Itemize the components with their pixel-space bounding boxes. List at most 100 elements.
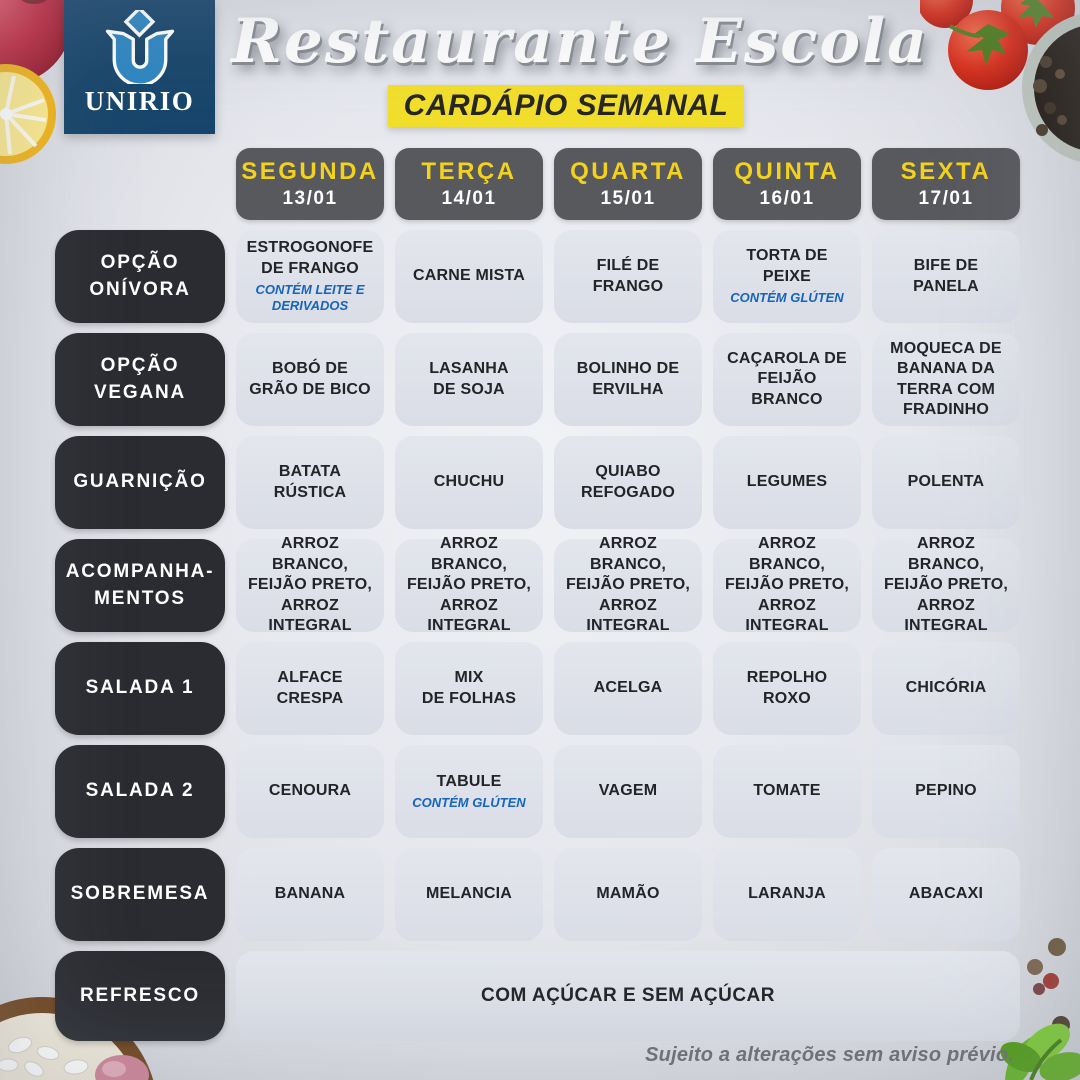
menu-cell: QUIABO REFOGADO [554,436,702,529]
menu-cell: BIFE DE PANELA [872,230,1020,323]
menu-cell: CARNE MISTA [395,230,543,323]
row-label-refresco: REFRESCO [55,951,225,1041]
menu-cell: CHICÓRIA [872,642,1020,735]
dish-name: ABACAXI [908,885,984,903]
dish-name: PEPINO [915,782,977,800]
row-label-salada-2: SALADA 2 [55,745,225,838]
dish-name: MELANCIA [425,885,513,903]
dish-name: MAMÃO [596,885,660,903]
menu-cell: ESTROGONOFE DE FRANGO CONTÉM LEITE E DER… [236,230,384,323]
dish-name: LASANHA DE SOJA [429,360,509,398]
dish-name: CHICÓRIA [905,679,987,697]
dish-name: VAGEM [598,782,658,800]
menu-cell: VAGEM [554,745,702,838]
menu-cell: LASANHA DE SOJA [395,333,543,426]
day-header-segunda: SEGUNDA 13/01 [236,148,384,220]
day-date: 17/01 [918,188,974,209]
subtitle-badge: CARDÁPIO SEMANAL [388,85,744,127]
day-date: 13/01 [282,188,338,209]
menu-cell: LEGUMES [713,436,861,529]
dish-name: ARROZ BRANCO, FEIJÃO PRETO, ARROZ INTEGR… [883,535,1009,635]
menu-cell: MAMÃO [554,848,702,941]
bottom-right-decoration [1000,938,1080,1080]
menu-cell: ACELGA [554,642,702,735]
menu-cell: BANANA [236,848,384,941]
menu-cell: ABACAXI [872,848,1020,941]
top-left-decoration [0,0,72,164]
page-title: Restaurante Escola [231,6,929,77]
menu-cell: MOQUECA DE BANANA DA TERRA COM FRADINHO [872,333,1020,426]
dish-name: MOQUECA DE BANANA DA TERRA COM FRADINHO [890,339,1002,418]
menu-cell-refresco: COM AÇÚCAR E SEM AÇÚCAR [236,951,1020,1041]
allergen-note: CONTÉM GLÚTEN [412,795,526,811]
day-name: SEXTA [900,158,992,185]
peppercorn-bowl-photo [1022,14,1080,162]
menu-cell: REPOLHO ROXO [713,642,861,735]
menu-cell: TABULE CONTÉM GLÚTEN [395,745,543,838]
dish-name: ARROZ BRANCO, FEIJÃO PRETO, ARROZ INTEGR… [406,535,532,635]
dish-name: BANANA [274,885,346,903]
dish-name: LEGUMES [746,473,828,491]
dish-name: ESTROGONOFE DE FRANGO [246,239,374,277]
menu-cell: POLENTA [872,436,1020,529]
day-name: SEGUNDA [241,158,379,185]
basil-leaves-photo [1000,1023,1080,1080]
day-header-sexta: SEXTA 17/01 [872,148,1020,220]
dish-name: BOBÓ DE GRÃO DE BICO [249,360,371,398]
dish-name: BATATA RÚSTICA [273,463,347,501]
top-right-decoration [920,0,1080,162]
dish-name: CHUCHU [433,473,505,491]
menu-cell: LARANJA [713,848,861,941]
allergen-note: CONTÉM GLÚTEN [730,290,844,306]
lemon-slice-photo [0,64,56,164]
menu-cell: ARROZ BRANCO, FEIJÃO PRETO, ARROZ INTEGR… [713,535,861,634]
day-date: 14/01 [441,188,497,209]
row-label-sobremesa: SOBREMESA [55,848,225,941]
row-label-guarnicao: GUARNIÇÃO [55,436,225,529]
day-header-terca: TERÇA 14/01 [395,148,543,220]
dish-name: TABULE [436,772,502,790]
menu-cell: CAÇAROLA DE FEIJÃO BRANCO [713,333,861,426]
menu-cell: ALFACE CRESPA [236,642,384,735]
dish-name: LARANJA [748,885,826,903]
menu-cell: ARROZ BRANCO, FEIJÃO PRETO, ARROZ INTEGR… [554,535,702,634]
day-date: 16/01 [759,188,815,209]
unirio-symbol-icon [105,10,174,84]
dish-name: CAÇAROLA DE FEIJÃO BRANCO [727,349,847,408]
radish-photo [95,1055,149,1080]
dish-name: COM AÇÚCAR E SEM AÇÚCAR [480,984,776,1006]
menu-cell: TOMATE [713,745,861,838]
dish-name: MIX DE FOLHAS [421,669,517,707]
dish-name: BIFE DE PANELA [913,257,979,295]
day-name: QUARTA [570,158,686,185]
menu-cell: ARROZ BRANCO, FEIJÃO PRETO, ARROZ INTEGR… [395,535,543,634]
menu-cell: ARROZ BRANCO, FEIJÃO PRETO, ARROZ INTEGR… [236,535,384,634]
bottom-left-decoration [0,997,154,1080]
dish-name: CENOURA [268,782,352,800]
row-label-salada-1: SALADA 1 [55,642,225,735]
dish-name: FILÉ DE FRANGO [592,257,664,295]
dish-name: ARROZ BRANCO, FEIJÃO PRETO, ARROZ INTEGR… [565,535,691,635]
food-bowl-photo [0,997,154,1080]
grid-spacer [55,148,225,220]
menu-cell: CENOURA [236,745,384,838]
menu-cell: BOLINHO DE ERVILHA [554,333,702,426]
dish-name: TORTA DE PEIXE [746,247,828,285]
dish-name: QUIABO REFOGADO [580,463,676,501]
menu-cell: ARROZ BRANCO, FEIJÃO PRETO, ARROZ INTEGR… [872,535,1020,634]
dish-name: ACELGA [593,679,663,697]
dish-name: REPOLHO ROXO [746,669,828,707]
day-header-quinta: QUINTA 16/01 [713,148,861,220]
menu-cell: BOBÓ DE GRÃO DE BICO [236,333,384,426]
disclaimer-text: Sujeito a alterações sem aviso prévio. [645,1044,1014,1066]
dish-name: BOLINHO DE ERVILHA [576,360,680,398]
menu-cell: PEPINO [872,745,1020,838]
dish-name: POLENTA [907,473,985,491]
menu-cell: MIX DE FOLHAS [395,642,543,735]
red-apple-photo [0,0,72,84]
dish-name: ARROZ BRANCO, FEIJÃO PRETO, ARROZ INTEGR… [724,535,850,635]
dish-name: ALFACE CRESPA [276,669,344,707]
day-name: QUINTA [734,158,840,185]
unirio-logo: UNIRIO [64,0,215,134]
menu-cell: MELANCIA [395,848,543,941]
